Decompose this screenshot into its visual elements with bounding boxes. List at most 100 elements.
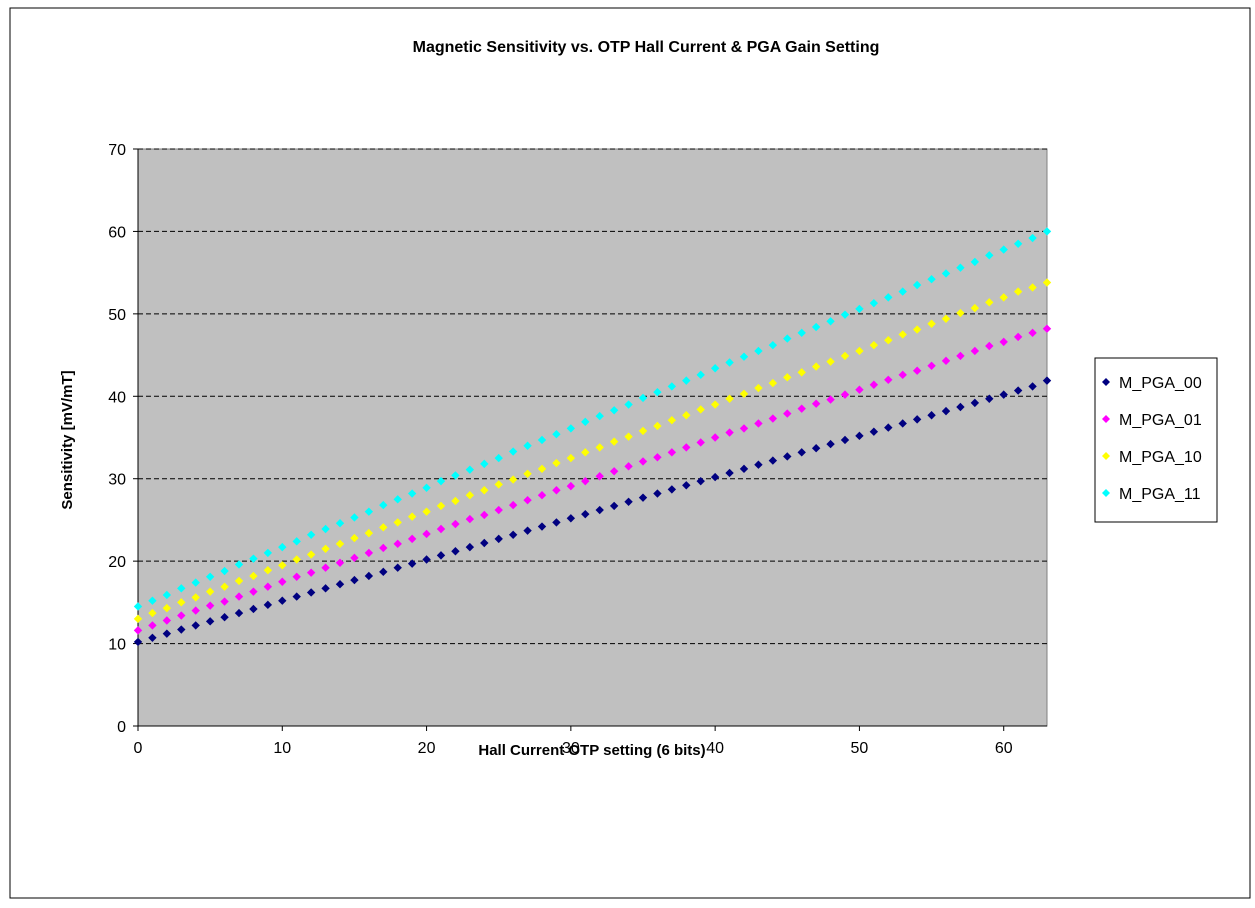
- data-point: [321, 544, 330, 553]
- data-point: [393, 539, 402, 549]
- data-point: [292, 555, 301, 564]
- data-point: [970, 346, 980, 356]
- data-point: [624, 497, 633, 506]
- data-point: [205, 601, 215, 610]
- data-point: [999, 293, 1008, 302]
- x-tick-label: 50: [851, 740, 869, 757]
- legend: M_PGA_00 M_PGA_01 M_PGA_10 M_PGA_11: [1094, 357, 1218, 523]
- data-point: [364, 548, 374, 558]
- data-point: [811, 322, 821, 332]
- data-point: [826, 395, 835, 404]
- data-point: [191, 593, 200, 602]
- data-point: [595, 472, 604, 481]
- data-point: [494, 534, 503, 544]
- data-point: [898, 419, 907, 428]
- data-point: [999, 390, 1008, 399]
- data-point: [249, 604, 258, 614]
- data-point: [927, 361, 936, 370]
- data-point: [451, 519, 460, 529]
- data-point: [407, 512, 417, 521]
- data-point: [898, 330, 907, 339]
- data-point: [754, 346, 763, 356]
- data-point: [162, 590, 172, 600]
- data-point: [638, 493, 648, 502]
- x-tick-label: 40: [706, 740, 724, 757]
- data-point: [884, 293, 893, 302]
- data-point: [1028, 283, 1037, 292]
- data-point: [624, 400, 633, 409]
- data-point: [696, 438, 705, 447]
- data-point: [306, 550, 316, 559]
- data-point: [609, 467, 619, 476]
- legend-marker: [1102, 489, 1110, 497]
- data-point: [480, 510, 489, 520]
- data-point: [393, 563, 402, 572]
- data-point: [148, 633, 157, 643]
- data-point: [811, 399, 821, 408]
- legend-label: M_PGA_11: [1119, 486, 1201, 503]
- data-point: [826, 317, 835, 326]
- data-point: [523, 526, 532, 535]
- data-point: [278, 561, 287, 570]
- data-point: [393, 495, 402, 504]
- data-point: [494, 480, 503, 489]
- data-point: [653, 489, 662, 498]
- data-point: [480, 486, 489, 495]
- data-point: [552, 518, 561, 527]
- data-point: [696, 370, 705, 380]
- data-point: [1042, 376, 1052, 385]
- x-tick-label: 0: [134, 740, 143, 757]
- data-point: [725, 468, 734, 478]
- data-point: [595, 443, 604, 452]
- data-point: [465, 465, 475, 474]
- data-point: [609, 437, 619, 446]
- data-point: [638, 426, 648, 436]
- data-point: [840, 310, 850, 319]
- data-point: [537, 435, 547, 445]
- data-point: [508, 447, 518, 456]
- axis-ticks: 0 10 20 30 40 50 60 70 0 10 20 30 40 50 60: [108, 142, 1013, 757]
- data-point: [581, 509, 590, 519]
- data-point: [407, 489, 417, 498]
- data-point: [581, 417, 590, 427]
- legend-label: M_PGA_10: [1119, 449, 1202, 466]
- data-point: [912, 325, 922, 334]
- data-point: [177, 611, 186, 620]
- data-point: [220, 566, 229, 576]
- data-point: [177, 625, 186, 634]
- data-point: [653, 387, 662, 397]
- data-point: [379, 500, 388, 510]
- data-point: [1013, 239, 1023, 248]
- data-point: [566, 453, 576, 463]
- data-point: [768, 456, 778, 465]
- data-point: [537, 522, 547, 531]
- data-point: [508, 500, 518, 510]
- data-point: [927, 319, 936, 328]
- data-point: [725, 394, 734, 403]
- data-point: [855, 385, 864, 394]
- data-point: [220, 597, 229, 606]
- data-point: [595, 505, 604, 515]
- data-point: [609, 501, 619, 511]
- data-point: [523, 495, 532, 505]
- legend-box: [1094, 357, 1218, 523]
- data-point: [205, 572, 215, 582]
- data-point: [278, 577, 287, 586]
- data-point: [508, 530, 518, 539]
- x-tick-label: 10: [273, 740, 291, 757]
- y-tick-label: 40: [108, 389, 126, 406]
- data-point: [191, 606, 200, 615]
- data-point: [379, 543, 388, 553]
- legend-label: M_PGA_01: [1119, 412, 1202, 429]
- data-point: [162, 616, 172, 625]
- data-point: [191, 578, 200, 587]
- y-tick-label: 70: [108, 142, 126, 159]
- data-point: [263, 566, 273, 575]
- data-point: [739, 352, 749, 361]
- data-point: [682, 411, 691, 420]
- data-point: [249, 587, 258, 596]
- chart-title: Magnetic Sensitivity vs. OTP Hall Curren…: [413, 39, 880, 56]
- data-point: [321, 584, 330, 593]
